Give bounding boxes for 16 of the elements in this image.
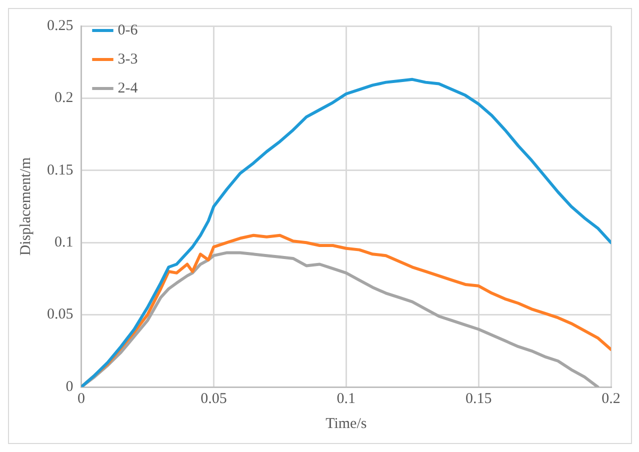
x-tick-label: 0.05 — [200, 390, 227, 407]
x-tick-label: 0.2 — [602, 390, 620, 407]
x-tick-label: 0 — [78, 390, 85, 407]
legend-label: 0-6 — [118, 22, 138, 38]
y-tick-label: 0.05 — [47, 306, 74, 323]
y-tick-label: 0.15 — [47, 162, 74, 178]
x-axis-title: Time/s — [326, 416, 367, 432]
x-tick-label: 0.1 — [336, 390, 356, 407]
x-tick-label: 0.15 — [465, 390, 492, 407]
y-axis-title: Displacement/m — [18, 157, 34, 256]
y-tick-label: 0.25 — [47, 18, 74, 34]
y-tick-label: 0.2 — [54, 90, 74, 106]
legend-label: 3-3 — [118, 51, 138, 68]
y-tick-label: 0.1 — [54, 234, 74, 251]
legend-label: 2-4 — [118, 80, 138, 96]
y-tick-label: 0 — [66, 378, 74, 395]
